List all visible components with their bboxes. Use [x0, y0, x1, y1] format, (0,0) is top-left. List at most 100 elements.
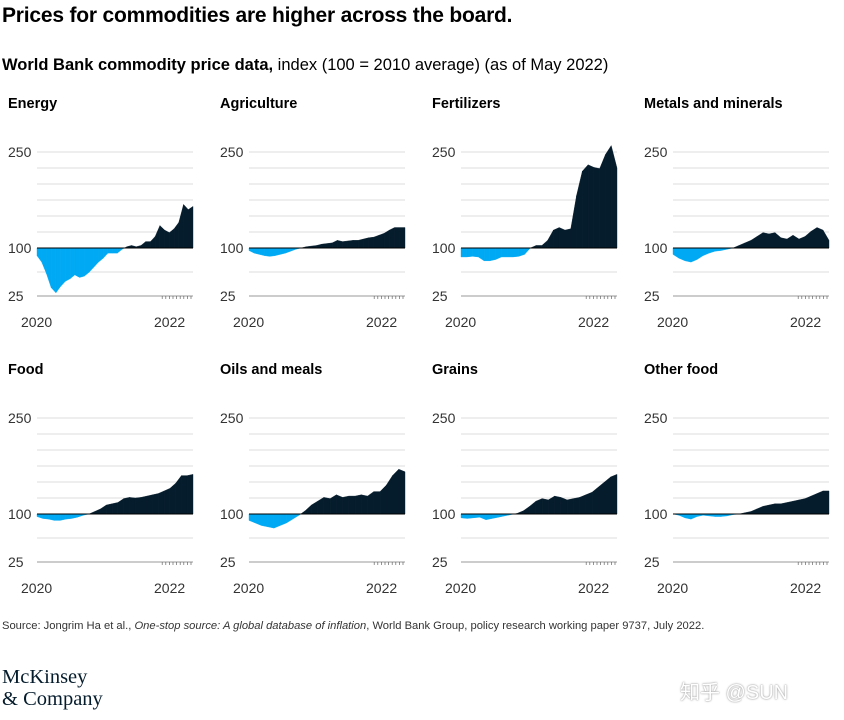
y-tick-label: 250	[220, 410, 244, 426]
y-tick-label: 250	[8, 410, 32, 426]
area-segment	[112, 247, 118, 254]
area-segment	[507, 247, 514, 258]
area-chart: 250 100 25 2020 2022	[220, 410, 406, 596]
area-segment	[587, 164, 595, 249]
area-segment	[792, 499, 800, 515]
panel-agriculture: Agriculture 250 100 25 2020 2022	[212, 96, 412, 336]
area-segment	[816, 490, 824, 515]
area-segment	[798, 498, 806, 515]
panel-title: Agriculture	[220, 96, 298, 112]
area-segment	[107, 247, 113, 254]
area-segment	[94, 508, 101, 515]
area-segment	[559, 227, 566, 249]
panel-fertilizers: Fertilizers 250 100 25 2020 2022	[424, 96, 624, 336]
area-segment	[524, 247, 531, 255]
y-tick-label: 100	[220, 506, 244, 522]
y-tick-label: 25	[644, 554, 660, 570]
area-segment	[399, 227, 406, 249]
area-segment	[750, 236, 758, 249]
area-segment	[535, 498, 543, 515]
panel-title: Energy	[8, 96, 58, 112]
area-segment	[357, 238, 364, 249]
x-tick-label: 2022	[366, 314, 397, 330]
area-segment	[175, 475, 182, 515]
area-chart: 250 100 25 2020 2022	[220, 144, 406, 330]
area-segment	[798, 236, 806, 249]
area-segment	[183, 203, 189, 249]
area-segment	[79, 247, 85, 278]
area-segment	[311, 500, 318, 515]
area-segment	[810, 493, 818, 515]
area-segment	[389, 227, 395, 249]
area-segment	[354, 494, 362, 515]
area-chart: 250 100 25 2020 2022	[644, 410, 830, 596]
watermark: 知乎 @SUN	[680, 682, 789, 704]
area-segment	[467, 513, 474, 519]
area-segment	[368, 236, 375, 249]
area-segment	[352, 240, 359, 249]
area-segment	[479, 513, 487, 521]
panel-title: Metals and minerals	[644, 96, 783, 112]
source-note: Source: Jongrim Ha et al., One-stop sour…	[2, 620, 704, 632]
area-chart: 250 100 25 2020 2022	[432, 144, 618, 330]
area-segment	[529, 500, 537, 515]
area-segment	[585, 491, 593, 515]
area-segment	[684, 247, 692, 263]
area-segment	[804, 495, 812, 515]
x-tick-label: 2020	[21, 580, 52, 596]
area-segment	[610, 474, 618, 515]
area-segment	[123, 497, 130, 515]
area-segment	[36, 513, 43, 519]
area-segment	[611, 145, 618, 249]
y-tick-label: 25	[432, 288, 448, 304]
area-segment	[466, 247, 473, 258]
chart-subtitle: World Bank commodity price data, index (…	[2, 56, 608, 75]
area-segment	[708, 247, 716, 254]
y-tick-label: 100	[432, 240, 456, 256]
y-tick-label: 25	[8, 554, 24, 570]
area-segment	[460, 247, 467, 258]
y-tick-label: 100	[644, 506, 668, 522]
area-segment	[398, 468, 406, 515]
logo-line-1: McKinsey	[2, 666, 88, 688]
x-tick-label: 2022	[790, 580, 821, 596]
area-segment	[553, 227, 560, 249]
panel-other-food: Other food 250 100 25 2020 2022	[636, 362, 836, 602]
y-tick-label: 250	[644, 410, 668, 426]
x-tick-label: 2022	[366, 580, 397, 596]
area-segment	[317, 497, 325, 515]
area-segment	[678, 513, 686, 519]
area-segment	[768, 503, 776, 515]
area-segment	[261, 513, 268, 528]
area-segment	[478, 247, 485, 262]
area-segment	[512, 247, 519, 258]
area-segment	[321, 243, 328, 249]
area-segment	[248, 247, 255, 254]
area-segment	[491, 513, 499, 519]
area-segment	[181, 475, 188, 515]
area-segment	[774, 503, 782, 515]
area-segment	[564, 228, 571, 249]
area-segment	[74, 247, 80, 278]
area-segment	[41, 247, 47, 274]
area-segment	[117, 498, 124, 515]
area-segment	[169, 482, 176, 515]
x-tick-label: 2022	[154, 314, 185, 330]
area-segment	[672, 247, 680, 259]
area-segment	[164, 229, 170, 249]
area-segment	[582, 164, 589, 249]
area-segment	[379, 484, 387, 515]
panel-metals-and-minerals: Metals and minerals 250 100 25 2020 2022	[636, 96, 836, 336]
area-segment	[46, 247, 52, 288]
area-segment	[361, 494, 368, 515]
area-segment	[347, 240, 354, 249]
panel-food: Food 250 100 25 2020 2022	[0, 362, 200, 602]
area-segment	[152, 493, 159, 515]
source-prefix: Source: Jongrim Ha et al.,	[2, 620, 135, 632]
y-tick-label: 25	[644, 288, 660, 304]
area-segment	[117, 247, 123, 254]
area-segment	[386, 474, 393, 515]
area-segment	[750, 508, 758, 515]
area-segment	[71, 513, 78, 519]
area-segment	[326, 242, 333, 249]
